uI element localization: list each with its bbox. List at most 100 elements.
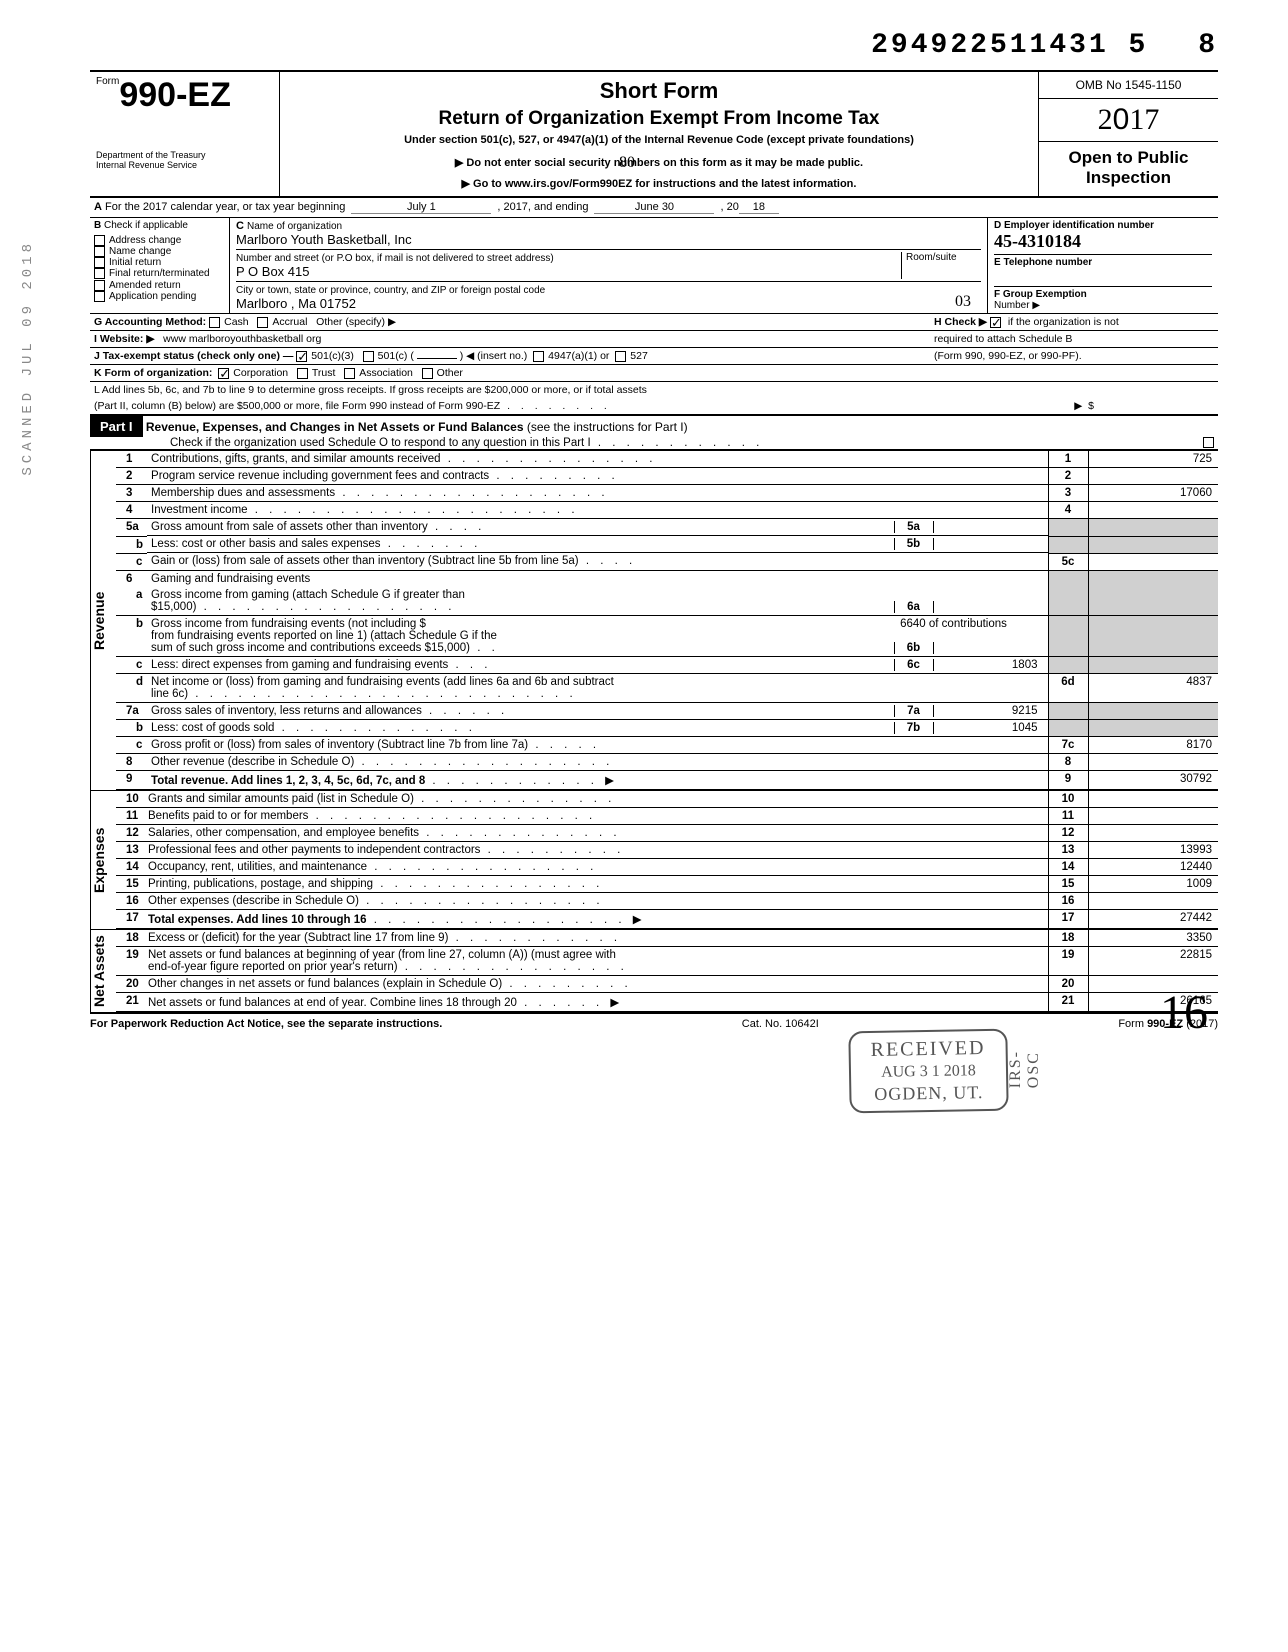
b-item-1: Name change bbox=[109, 246, 171, 257]
org-city: Marlboro , Ma 01752 bbox=[236, 296, 356, 311]
return-title: Return of Organization Exempt From Incom… bbox=[290, 108, 1028, 130]
line-6a: aGross income from gaming (attach Schedu… bbox=[116, 587, 1218, 616]
f-label: F Group Exemption bbox=[994, 289, 1087, 300]
header-left: Form990-EZ Department of the Treasury In… bbox=[90, 72, 280, 196]
row-i: I Website: ▶ www marlboroyouthbasketball… bbox=[90, 331, 1218, 348]
b-item-4: Amended return bbox=[109, 280, 181, 291]
line-1: 1Contributions, gifts, grants, and simil… bbox=[116, 451, 1218, 468]
j-insert: ) ◀ (insert no.) bbox=[460, 350, 528, 362]
document-locator-number: 294922511431 5 8 bbox=[871, 30, 1218, 61]
k-other: Other bbox=[437, 367, 463, 379]
room-suite-label: Room/suite bbox=[901, 252, 981, 279]
org-addr: P O Box 415 bbox=[236, 264, 309, 279]
cb-corporation[interactable] bbox=[218, 368, 229, 379]
line-18: 18Excess or (deficit) for the year (Subt… bbox=[116, 930, 1218, 947]
cb-association[interactable] bbox=[344, 368, 355, 379]
cb-accrual[interactable] bbox=[257, 317, 268, 328]
line-16: 16Other expenses (describe in Schedule O… bbox=[116, 893, 1218, 910]
cb-other-org[interactable] bbox=[422, 368, 433, 379]
open-line1: Open to Public bbox=[1045, 148, 1212, 168]
cb-initial-return[interactable] bbox=[94, 257, 105, 268]
cb-application-pending[interactable] bbox=[94, 291, 105, 302]
footer: For Paperwork Reduction Act Notice, see … bbox=[90, 1013, 1218, 1030]
netassets-side-label: Net Assets bbox=[90, 930, 116, 1012]
cb-501c3[interactable] bbox=[296, 351, 307, 362]
d-label: D Employer identification number bbox=[994, 220, 1154, 231]
received-text: RECEIVED bbox=[871, 1037, 986, 1062]
row-l1: L Add lines 5b, 6c, and 7b to line 9 to … bbox=[90, 382, 1218, 398]
e-label: E Telephone number bbox=[994, 257, 1092, 268]
open-to-public: Open to Public Inspection bbox=[1039, 142, 1218, 195]
part1-check-line: Check if the organization used Schedule … bbox=[170, 437, 1203, 449]
under-section: Under section 501(c), 527, or 4947(a)(1)… bbox=[290, 134, 1028, 146]
netassets-section: Net Assets 18Excess or (deficit) for the… bbox=[90, 929, 1218, 1013]
line-8: 8Other revenue (describe in Schedule O) … bbox=[116, 754, 1218, 771]
line-6b: b Gross income from fundraising events (… bbox=[116, 616, 1218, 657]
j-527: 527 bbox=[630, 350, 648, 362]
revenue-table: 1Contributions, gifts, grants, and simil… bbox=[116, 451, 1218, 790]
j-a1: 4947(a)(1) or bbox=[548, 350, 609, 362]
website-value: www marlboroyouthbasketball org bbox=[163, 333, 321, 345]
label-a: A bbox=[94, 201, 102, 214]
cb-527[interactable] bbox=[615, 351, 626, 362]
line-7a: 7aGross sales of inventory, less returns… bbox=[116, 702, 1218, 720]
cb-trust[interactable] bbox=[297, 368, 308, 379]
form-number: Form990-EZ bbox=[96, 76, 273, 115]
g-other: Other (specify) ▶ bbox=[316, 316, 396, 328]
part1-header-row: Part I Revenue, Expenses, and Changes in… bbox=[90, 415, 1218, 450]
form-990ez-label: 990-EZ bbox=[119, 76, 231, 114]
k-corp: Corporation bbox=[233, 367, 288, 379]
handwritten-16: 16 bbox=[1160, 985, 1208, 1040]
line-5a: 5aGross amount from sale of assets other… bbox=[116, 519, 1218, 537]
handwritten-03: 03 bbox=[955, 293, 971, 311]
j-c3: 501(c)(3) bbox=[311, 350, 354, 362]
b-item-5: Application pending bbox=[109, 291, 196, 302]
j-label: J Tax-exempt status (check only one) — bbox=[94, 350, 293, 362]
cb-name-change[interactable] bbox=[94, 246, 105, 257]
line-19: 19Net assets or fund balances at beginni… bbox=[116, 947, 1218, 976]
header-mid: Short Form Return of Organization Exempt… bbox=[280, 72, 1038, 196]
k-label: K Form of organization: bbox=[94, 367, 212, 379]
c-name-label: Name of organization bbox=[247, 221, 342, 232]
i-label: I Website: ▶ bbox=[94, 333, 154, 345]
row-g-h: G Accounting Method: Cash Accrual Other … bbox=[90, 314, 1218, 331]
g-cash: Cash bbox=[224, 316, 249, 328]
cb-schedule-o[interactable] bbox=[1203, 437, 1214, 448]
tax-year: 20201717 bbox=[1039, 99, 1218, 142]
cb-final-return[interactable] bbox=[94, 268, 105, 279]
h-text3: required to attach Schedule B bbox=[934, 333, 1214, 345]
cb-schedule-b[interactable] bbox=[990, 317, 1001, 328]
k-assoc: Association bbox=[359, 367, 413, 379]
part1-title-suffix: (see the instructions for Part I) bbox=[524, 420, 688, 434]
dln-suffix: 8 bbox=[1198, 30, 1218, 61]
line-6d: dNet income or (loss) from gaming and fu… bbox=[116, 674, 1218, 703]
line-5b: bLess: cost or other basis and sales exp… bbox=[116, 536, 1218, 553]
dept-text: Department of the Treasury Internal Reve… bbox=[96, 151, 273, 171]
c-city-label: City or town, state or province, country… bbox=[236, 285, 545, 296]
part1-label: Part I bbox=[90, 416, 143, 437]
expenses-table: 10Grants and similar amounts paid (list … bbox=[116, 791, 1218, 929]
open-line2: Inspection bbox=[1045, 168, 1212, 188]
begin-date: July 1 bbox=[351, 201, 491, 214]
cb-amended-return[interactable] bbox=[94, 280, 105, 291]
short-form-title: Short Form bbox=[290, 78, 1028, 104]
cb-501c[interactable] bbox=[363, 351, 374, 362]
g-accrual: Accrual bbox=[272, 316, 307, 328]
cb-address-change[interactable] bbox=[94, 235, 105, 246]
part1-title: Revenue, Expenses, and Changes in Net As… bbox=[146, 420, 524, 434]
col-c: C Name of organization Marlboro Youth Ba… bbox=[230, 218, 988, 313]
cb-cash[interactable] bbox=[209, 317, 220, 328]
end-year: 18 bbox=[739, 201, 779, 214]
k-trust: Trust bbox=[312, 367, 336, 379]
dept-line2: Internal Revenue Service bbox=[96, 161, 273, 171]
form-header: Form990-EZ Department of the Treasury In… bbox=[90, 70, 1218, 198]
omb-number: OMB No 1545-1150 bbox=[1039, 72, 1218, 99]
line-10: 10Grants and similar amounts paid (list … bbox=[116, 791, 1218, 808]
h-label: H Check ▶ bbox=[934, 316, 987, 328]
f-label2: Number ▶ bbox=[994, 300, 1040, 311]
row-a-mid: , 2017, and ending bbox=[497, 201, 588, 214]
received-location: OGDEN, UT. bbox=[871, 1082, 986, 1105]
cb-4947[interactable] bbox=[533, 351, 544, 362]
received-stamp: RECEIVED AUG 3 1 2018 OGDEN, UT. bbox=[848, 1029, 1008, 1114]
col-b: B Check if applicable Address change Nam… bbox=[90, 218, 230, 313]
